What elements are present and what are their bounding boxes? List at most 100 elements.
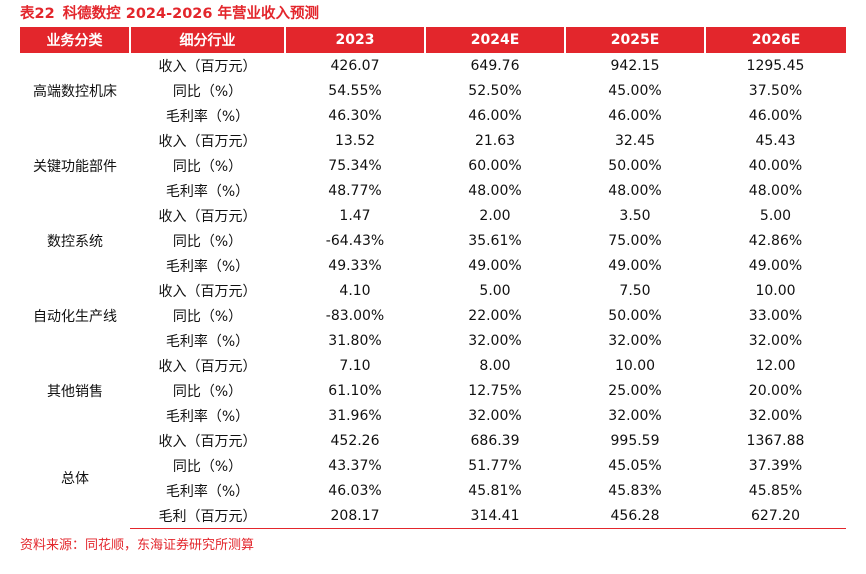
value-cell: 22.00% <box>468 307 522 324</box>
metric-name-cell: 同比（%） <box>172 233 243 250</box>
table-row: 毛利率（%） 46.03% 45.81% 45.83% 45.85% <box>20 478 846 503</box>
value-cell: 45.00% <box>608 82 662 99</box>
value-cell: 7.10 <box>339 357 371 374</box>
table-row: 同比（%） 54.55% 52.50% 45.00% 37.50% <box>20 78 846 103</box>
table-row: 其他销售 收入（百万元） 7.10 8.00 10.00 12.00 <box>20 353 846 400</box>
table-row: 同比（%） -64.43% 35.61% 75.00% 42.86% <box>20 228 846 253</box>
table-row: 同比（%） 75.34% 60.00% 50.00% 40.00% <box>20 153 846 178</box>
value-cell: 32.00% <box>748 332 803 349</box>
segment-name-cell: 其他销售 <box>47 383 103 400</box>
header-cell-segment: 业务分类 <box>20 27 130 53</box>
value-cell: 426.07 <box>330 57 380 74</box>
value-cell: 649.76 <box>470 57 520 74</box>
value-cell: 46.00% <box>468 107 522 124</box>
value-cell: 48.00% <box>608 182 662 199</box>
value-cell: 33.00% <box>748 307 803 324</box>
value-cell: 32.00% <box>608 332 662 349</box>
value-cell: 61.10% <box>328 382 382 399</box>
segment-name-cell: 高端数控机床 <box>33 83 117 100</box>
metric-name-cell: 收入（百万元） <box>158 433 257 450</box>
header-row: 业务分类 细分行业 2023 2024E 2025E 2026E <box>20 27 846 53</box>
value-cell: 52.50% <box>468 82 522 99</box>
value-cell: 1.47 <box>339 207 371 224</box>
value-cell: 627.20 <box>705 503 846 529</box>
value-cell: 48.00% <box>468 182 522 199</box>
segment-name-cell: 关键功能部件 <box>33 158 117 175</box>
metric-name-cell: 收入（百万元） <box>158 208 257 225</box>
value-cell: 10.00 <box>614 357 656 374</box>
value-cell: 31.80% <box>328 332 382 349</box>
value-cell: 49.33% <box>328 257 382 274</box>
value-cell: 45.83% <box>608 482 662 499</box>
value-cell: 686.39 <box>470 432 520 449</box>
value-cell: 75.34% <box>328 157 382 174</box>
metric-name-cell: 同比（%） <box>172 458 243 475</box>
value-cell: 31.96% <box>328 407 382 424</box>
value-cell: 32.00% <box>468 332 522 349</box>
table-body: 高端数控机床收入（百万元） 426.07 649.76 942.15 1295.45 同比… <box>20 53 846 529</box>
table-row: 高端数控机床 收入（百万元） 426.07 649.76 942.15 1295.45 <box>20 53 846 100</box>
value-cell: 452.26 <box>330 432 380 449</box>
value-cell: 4.10 <box>339 282 371 299</box>
value-cell: 60.00% <box>468 157 522 174</box>
value-cell: 32.45 <box>614 132 656 149</box>
value-cell: 46.30% <box>328 107 382 124</box>
table-row: 毛利率（%） 31.96% 32.00% 32.00% 32.00% <box>20 403 846 428</box>
value-cell: 208.17 <box>285 503 425 529</box>
metric-name-cell: 毛利率（%） <box>165 483 250 500</box>
metric-name-cell: 毛利率（%） <box>165 408 250 425</box>
value-cell: 75.00% <box>608 232 662 249</box>
header-cell-2024e: 2024E <box>424 27 565 53</box>
value-cell: 32.00% <box>468 407 522 424</box>
value-cell: 25.00% <box>608 382 662 399</box>
value-cell: 37.39% <box>748 457 803 474</box>
value-cell: 5.00 <box>759 207 792 224</box>
metric-name-cell: 毛利（百万元） <box>130 503 285 529</box>
value-cell: 314.41 <box>425 503 565 529</box>
value-cell: 21.63 <box>474 132 516 149</box>
header-cell-2025e: 2025E <box>564 27 705 53</box>
value-cell: 45.05% <box>608 457 662 474</box>
value-cell: 45.81% <box>468 482 522 499</box>
value-cell: 45.43 <box>755 132 796 149</box>
metric-name-cell: 同比（%） <box>172 383 243 400</box>
value-cell: 46.00% <box>748 107 803 124</box>
header-cell-2023: 2023 <box>284 27 425 53</box>
value-cell: 1367.88 <box>746 432 805 449</box>
value-cell: 942.15 <box>610 57 660 74</box>
metric-name-cell: 收入（百万元） <box>158 133 257 150</box>
value-cell: 456.28 <box>565 503 705 529</box>
segment-name-cell: 总体 <box>61 471 89 488</box>
value-cell: 20.00% <box>748 382 803 399</box>
value-cell: 45.85% <box>748 482 803 499</box>
value-cell: 50.00% <box>608 307 662 324</box>
value-cell: 1295.45 <box>746 57 805 74</box>
metric-name-cell: 同比（%） <box>172 83 243 100</box>
value-cell: 12.75% <box>468 382 522 399</box>
table-caption: 科德数控 2024-2026 年营业收入预测 <box>62 6 320 22</box>
value-cell: -64.43% <box>325 232 385 249</box>
segment-name-cell: 自动化生产线 <box>33 308 117 325</box>
header-cell-metric: 细分行业 <box>129 27 285 53</box>
table-header: 业务分类 细分行业 2023 2024E 2025E 2026E <box>20 27 846 53</box>
value-cell: -83.00% <box>325 307 385 324</box>
table-row: 关键功能部件 收入（百万元） 13.52 21.63 32.45 45.43 <box>20 128 846 175</box>
value-cell: 54.55% <box>328 82 382 99</box>
table-title: 表22 科德数控 2024-2026 年营业收入预测 <box>20 2 319 26</box>
value-cell: 49.00% <box>608 257 662 274</box>
value-cell: 32.00% <box>608 407 662 424</box>
header-cell-2026e: 2026E <box>704 27 846 53</box>
table-row: 同比（%） 43.37% 51.77% 45.05% 37.39% <box>20 453 846 478</box>
metric-name-cell: 毛利率（%） <box>165 258 250 275</box>
value-cell: 995.59 <box>610 432 660 449</box>
table-row: 自动化生产线 收入（百万元） 4.10 5.00 7.50 10.00 <box>20 278 846 325</box>
table-row: 毛利率（%） 48.77% 48.00% 48.00% 48.00% <box>20 178 846 203</box>
table-row: 总体 收入（百万元） 452.26 686.39 995.59 1367.88 <box>20 428 846 488</box>
value-cell: 48.00% <box>748 182 803 199</box>
table-row: 毛利率（%） 49.33% 49.00% 49.00% 49.00% <box>20 253 846 278</box>
value-cell: 35.61% <box>468 232 522 249</box>
value-cell: 32.00% <box>748 407 803 424</box>
value-cell: 37.50% <box>748 82 803 99</box>
metric-name-cell: 毛利率（%） <box>165 108 250 125</box>
